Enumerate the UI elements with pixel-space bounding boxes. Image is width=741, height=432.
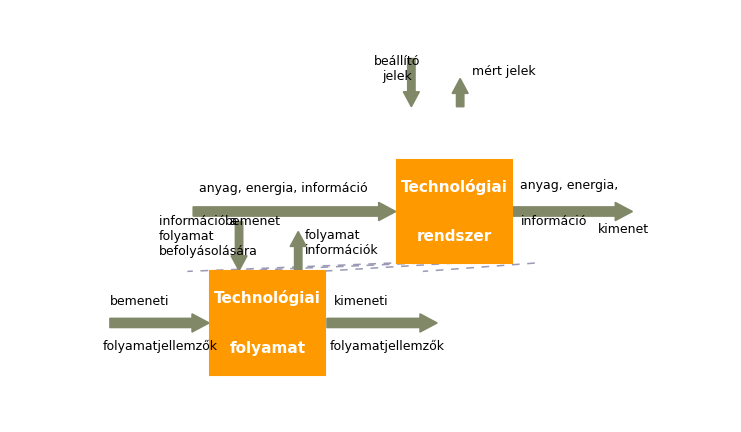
FancyArrow shape (231, 222, 247, 271)
Text: folyamatjellemzők: folyamatjellemzők (329, 340, 444, 353)
Text: mért jelek: mért jelek (471, 65, 535, 78)
Text: kimeneti: kimeneti (333, 295, 388, 308)
Text: információ a
folyamat
befolyásolására: információ a folyamat befolyásolására (159, 215, 258, 258)
FancyArrow shape (403, 58, 419, 107)
Text: folyamat
információk: folyamat információk (305, 229, 379, 257)
Text: Technológiai

folyamat: Technológiai folyamat (214, 290, 321, 356)
Text: bemeneti: bemeneti (110, 295, 170, 308)
FancyBboxPatch shape (397, 160, 512, 263)
Text: információ: információ (520, 215, 587, 228)
FancyArrow shape (513, 202, 632, 221)
FancyArrow shape (193, 202, 396, 221)
Text: beállító
jelek: beállító jelek (373, 55, 420, 83)
FancyArrow shape (290, 232, 306, 271)
Text: folyamatjellemzők: folyamatjellemzők (103, 340, 218, 353)
FancyBboxPatch shape (210, 271, 325, 375)
Text: Technológiai

rendszer: Technológiai rendszer (401, 179, 508, 244)
FancyArrow shape (110, 314, 209, 332)
FancyArrow shape (327, 314, 437, 332)
Text: bemenet: bemenet (225, 215, 281, 228)
Text: anyag, energia,: anyag, energia, (520, 178, 619, 191)
FancyArrow shape (452, 79, 468, 107)
Text: anyag, energia, információ: anyag, energia, információ (199, 182, 368, 195)
Text: kimenet: kimenet (598, 223, 649, 236)
